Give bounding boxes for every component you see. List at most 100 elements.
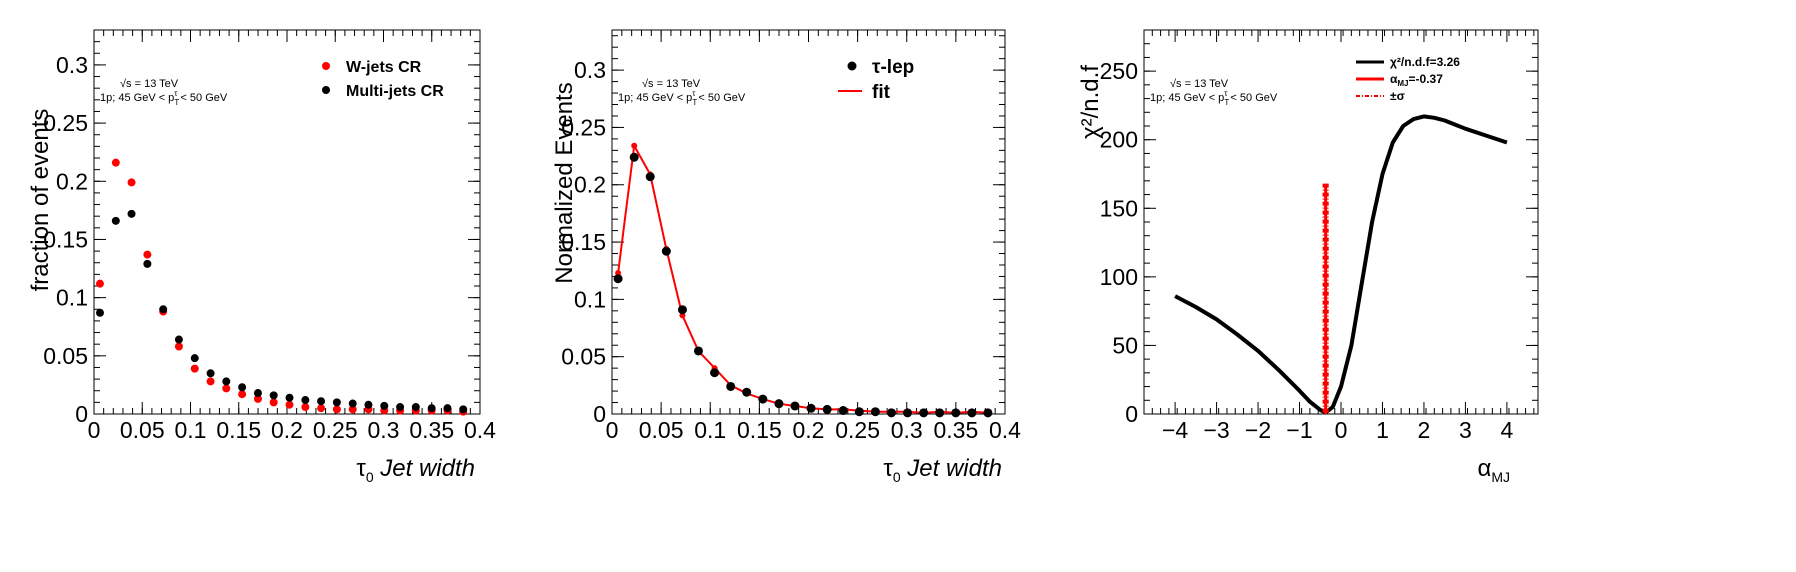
fit-point: [631, 142, 638, 149]
taulep-point: [758, 394, 768, 404]
taulep-point: [661, 246, 671, 256]
panel-3-info-energy: √s = 13 TeV: [1170, 78, 1229, 90]
taulep-point: [822, 404, 832, 414]
multijets-point: [174, 335, 183, 344]
wjets-point: [222, 384, 231, 393]
multijets-point: [206, 369, 215, 378]
x-tick-label: 0: [88, 417, 101, 443]
chi2-curve: [1174, 114, 1508, 415]
x-tick-label: 0.35: [933, 417, 978, 443]
x-tick-label: 0.1: [175, 417, 207, 443]
wjets-point: [190, 364, 199, 373]
panel-3-legend: χ²/n.d.f=3.26 αMJ=-0.37 ±σ: [1356, 55, 1460, 103]
multijets-point: [269, 391, 278, 400]
multijets-point: [411, 403, 420, 412]
x-tick-label: 0.05: [639, 417, 684, 443]
multijets-point: [396, 403, 405, 412]
multijets-point: [159, 305, 168, 314]
wjets-point: [301, 403, 310, 412]
y-tick-label: 0.25: [43, 110, 88, 136]
x-tick-label: 0.4: [989, 417, 1021, 443]
panel-2-info-energy: √s = 13 TeV: [642, 78, 701, 90]
panel-3-xlabel: αMJ: [1477, 455, 1510, 485]
multijets-point: [380, 401, 389, 410]
multijets-point: [459, 405, 468, 414]
x-tick-label: −3: [1203, 417, 1229, 443]
legend-label-taulep: τ-lep: [872, 57, 914, 78]
wjets-point: [206, 377, 215, 386]
x-tick-label: 0: [606, 417, 619, 443]
multijets-point: [238, 383, 247, 392]
multijets-point: [190, 354, 199, 363]
fit-line: [617, 142, 988, 414]
x-tick-label: 0.25: [835, 417, 880, 443]
multijets-point: [222, 377, 231, 386]
multijets-point: [332, 398, 341, 407]
y-tick-label: 0: [75, 401, 88, 427]
x-tick-label: 0.2: [271, 417, 303, 443]
x-tick-label: 0.3: [368, 417, 400, 443]
wjets-point: [269, 398, 278, 407]
y-tick-label: 0.05: [43, 343, 88, 369]
panel-3-info-selection: 1p; 45 GeV < pTτ < 50 GeV: [1150, 89, 1278, 107]
panel-1-info-energy: √s = 13 TeV: [120, 78, 179, 90]
taulep-point: [806, 403, 816, 413]
y-tick-label: 0: [593, 401, 606, 427]
x-tick-label: 0.4: [464, 417, 496, 443]
multijets-point: [111, 216, 120, 225]
panel-1-info-selection: 1p; 45 GeV < pTτ < 50 GeV: [100, 89, 228, 107]
y-tick-label: 100: [1100, 264, 1138, 290]
x-tick-label: 0.15: [216, 417, 261, 443]
y-tick-label: 200: [1100, 127, 1138, 153]
taulep-point: [742, 387, 752, 397]
taulep-point: [967, 408, 977, 418]
panel-3-marks: [1174, 114, 1508, 415]
taulep-point: [870, 407, 880, 417]
wjets-point: [95, 279, 104, 288]
x-tick-label: 0: [1335, 417, 1348, 443]
panel-1-ticks: 0 0.05 0.1 0.15 0.2 0.25 0.3 0.35 0.4 0 0.05 0.1 0.1…: [43, 29, 496, 443]
wjets-point: [174, 342, 183, 351]
x-tick-label: 1: [1376, 417, 1389, 443]
panel-3-ticks: −4 −3 −2 −1 0 1 2 3 4 0 50 100 150 200 250: [1100, 29, 1538, 443]
y-tick-label: 0.2: [574, 172, 606, 198]
wjets-point: [317, 404, 326, 413]
legend-marker-wjets: [322, 62, 330, 70]
legend-label-alpha: αMJ=-0.37: [1390, 72, 1443, 88]
legend-label-sigma: ±σ: [1390, 89, 1405, 103]
multijets-point: [427, 404, 436, 413]
taulep-point: [677, 305, 687, 315]
panel-2-ylabel: Normalized Events: [551, 82, 578, 283]
x-tick-label: 0.05: [120, 417, 165, 443]
multijets-point: [143, 259, 152, 268]
y-tick-label: 0.2: [56, 168, 88, 194]
multijets-point: [301, 396, 310, 405]
taulep-point: [919, 408, 929, 418]
legend-label-fit: fit: [872, 82, 891, 103]
taulep-point: [613, 274, 623, 284]
y-tick-label: 0.1: [574, 286, 606, 312]
panel-2-legend: τ-lep fit: [838, 57, 914, 103]
y-tick-label: 0.15: [561, 229, 606, 255]
y-tick-label: 0.15: [43, 226, 88, 252]
panel-1-xlabel: τ0 Jet width: [356, 455, 475, 485]
x-tick-label: −4: [1162, 417, 1188, 443]
taulep-point: [645, 172, 655, 182]
x-tick-label: −1: [1286, 417, 1312, 443]
x-tick-label: 3: [1459, 417, 1472, 443]
legend-label-wjets: W-jets CR: [346, 59, 422, 76]
multijets-point: [253, 389, 262, 398]
multijets-point: [285, 393, 294, 402]
y-tick-label: 250: [1100, 58, 1138, 84]
legend-marker-taulep: [847, 61, 857, 71]
x-tick-label: 0.3: [891, 417, 923, 443]
y-tick-label: 50: [1112, 332, 1138, 358]
x-tick-label: 0.15: [737, 417, 782, 443]
taulep-point: [854, 407, 864, 417]
taulep-point: [710, 368, 720, 378]
wjets-point: [111, 158, 120, 167]
taulep-point: [693, 346, 703, 356]
panel-1-ylabel: fraction of events: [27, 109, 54, 292]
wjets-point: [285, 400, 294, 409]
